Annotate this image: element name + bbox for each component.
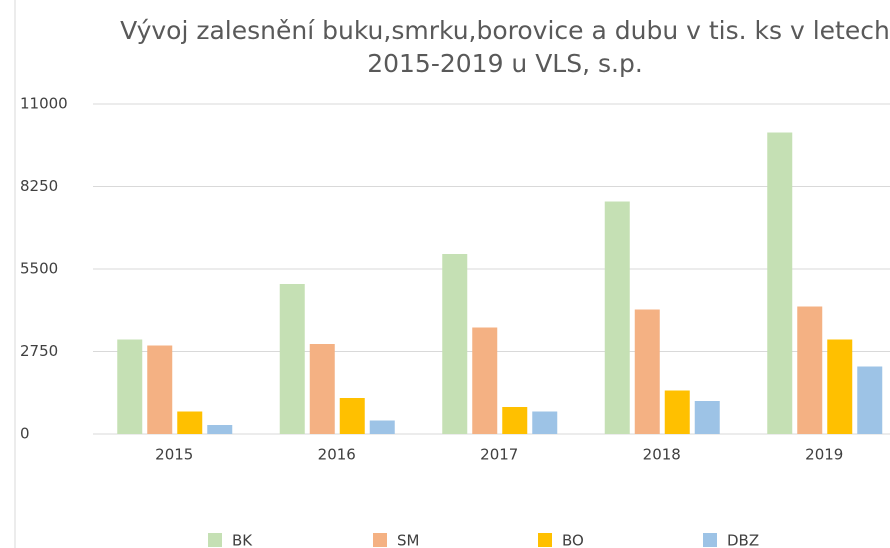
legend-swatch: [703, 533, 717, 547]
legend-label: SM: [397, 532, 419, 548]
bar: [339, 398, 365, 434]
chart-title: Vývoj zalesnění buku,smrku,borovice a du…: [120, 16, 890, 78]
bar: [664, 390, 690, 434]
y-tick-label: 11000: [20, 95, 68, 113]
bar: [369, 420, 395, 434]
x-tick-label: 2016: [318, 446, 356, 464]
bar: [827, 339, 853, 434]
bar: [472, 327, 498, 434]
bar: [694, 401, 720, 434]
bar: [442, 254, 468, 434]
bar: [309, 344, 335, 434]
y-tick-label: 2750: [20, 342, 58, 360]
y-tick-label: 5500: [20, 260, 58, 278]
bar: [502, 407, 528, 434]
x-tick-label: 2019: [805, 446, 843, 464]
bar: [177, 411, 203, 434]
legend-label: BK: [232, 532, 253, 548]
bar: [207, 425, 233, 434]
bar: [117, 339, 143, 434]
bar: [767, 132, 793, 434]
bar: [634, 309, 660, 434]
bar: [279, 284, 305, 434]
bar: [532, 411, 558, 434]
legend-label: DBZ: [727, 532, 759, 548]
bar: [797, 306, 823, 434]
x-tick-label: 2017: [480, 446, 518, 464]
x-tick-label: 2015: [155, 446, 193, 464]
x-tick-label: 2018: [643, 446, 681, 464]
bar: [857, 366, 883, 434]
legend-swatch: [538, 533, 552, 547]
legend-label: BO: [562, 532, 584, 548]
bar: [604, 201, 630, 434]
y-tick-label: 8250: [20, 177, 58, 195]
bar: [147, 345, 173, 434]
legend-swatch: [208, 533, 222, 547]
legend-swatch: [373, 533, 387, 547]
y-tick-label: 0: [20, 425, 30, 443]
